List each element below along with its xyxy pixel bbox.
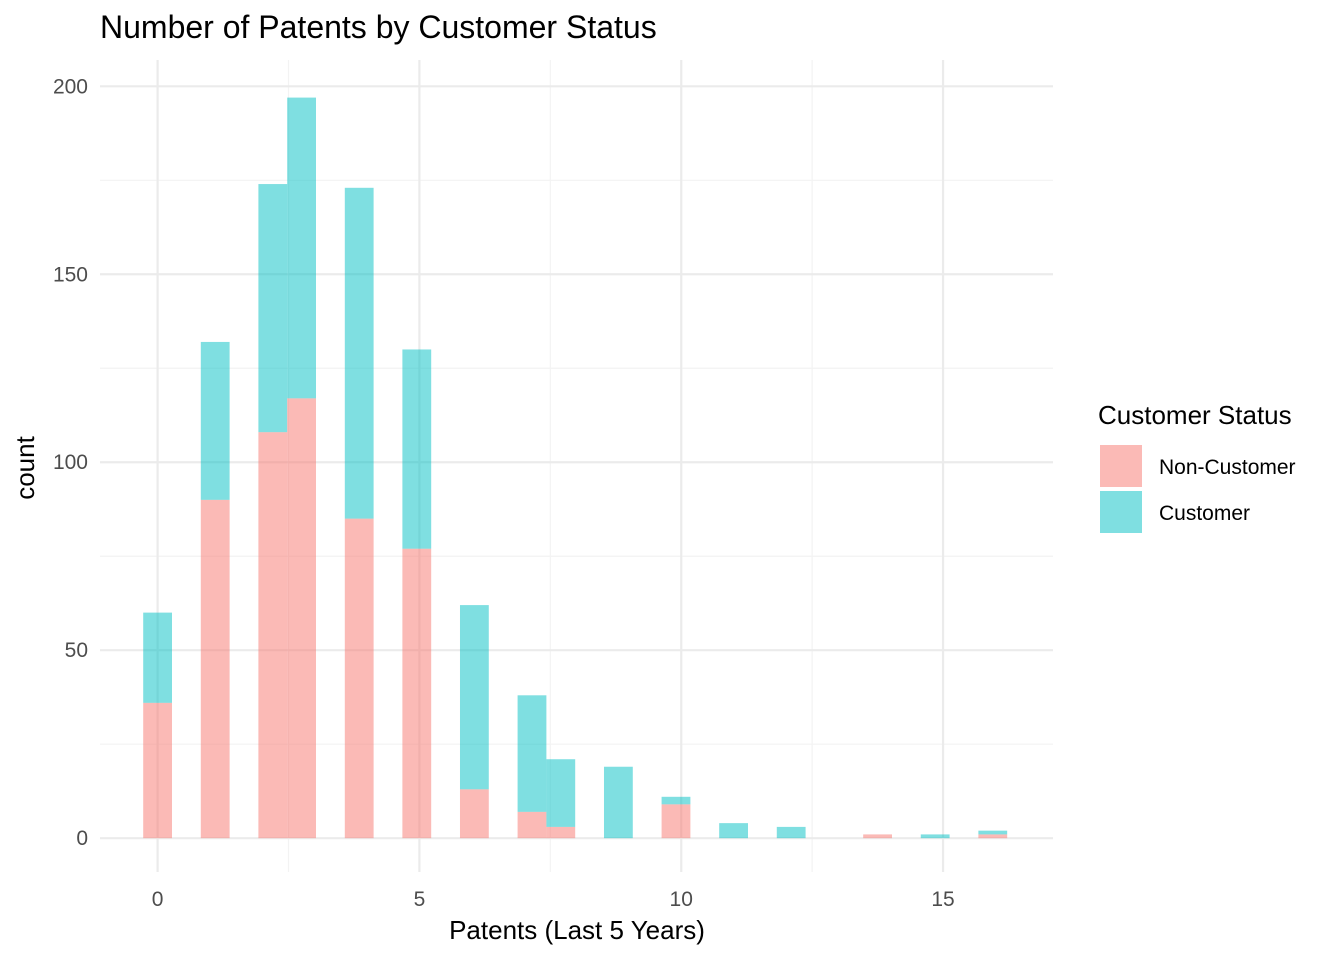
bar-customer [345, 188, 374, 519]
bar-customer [978, 831, 1007, 835]
bar-non-customer [143, 703, 172, 838]
bar-customer [402, 349, 431, 548]
y-tick-label: 0 [76, 827, 88, 850]
bar-customer [460, 605, 489, 789]
bar-customer [518, 695, 547, 812]
chart-title: Number of Patents by Customer Status [100, 9, 657, 45]
bar-non-customer [978, 834, 1007, 838]
y-tick-label: 50 [65, 639, 88, 662]
legend-key-non-customer [1100, 445, 1142, 487]
bar-customer [719, 823, 748, 838]
y-tick-label: 150 [53, 263, 88, 286]
bar-non-customer [460, 789, 489, 838]
x-tick-label: 0 [152, 888, 164, 911]
bar-non-customer [518, 812, 547, 838]
bar-non-customer [402, 549, 431, 838]
bar-customer [921, 834, 950, 838]
legend-label: Non-Customer [1159, 456, 1296, 479]
bar-customer [546, 759, 575, 827]
x-tick-label: 10 [670, 888, 693, 911]
bar-non-customer [546, 827, 575, 838]
bar-non-customer [258, 432, 287, 838]
bar-customer [662, 797, 691, 805]
bar-non-customer [287, 398, 316, 838]
bar-customer [201, 342, 230, 500]
x-tick-label: 15 [931, 888, 954, 911]
legend-label: Customer [1159, 502, 1250, 525]
bar-customer [777, 827, 806, 838]
y-tick-label: 200 [53, 75, 88, 98]
bars [143, 98, 1007, 839]
bar-customer [143, 613, 172, 703]
bar-non-customer [863, 834, 892, 838]
bar-customer [604, 767, 633, 838]
legend: Customer Status Non-Customer Customer [1098, 400, 1296, 533]
legend-key-customer [1100, 491, 1142, 533]
y-axis-title: count [10, 435, 40, 499]
bar-customer [258, 184, 287, 432]
bar-customer [287, 98, 316, 399]
x-axis-title: Patents (Last 5 Years) [449, 915, 705, 945]
grid [100, 60, 1053, 872]
y-tick-label: 100 [53, 451, 88, 474]
bar-non-customer [345, 519, 374, 839]
bar-non-customer [201, 500, 230, 838]
legend-title: Customer Status [1098, 400, 1292, 430]
y-axis-ticks: 0 50 100 150 200 [53, 75, 88, 850]
x-axis-ticks: 0 5 10 15 [152, 888, 955, 911]
bar-non-customer [662, 804, 691, 838]
x-tick-label: 5 [414, 888, 426, 911]
